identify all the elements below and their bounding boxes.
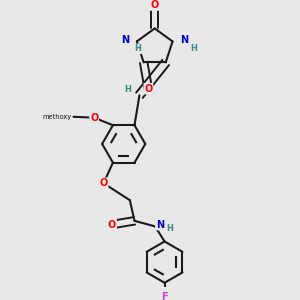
Text: H: H <box>167 224 174 233</box>
Text: H: H <box>190 44 196 53</box>
Text: N: N <box>156 220 164 230</box>
Text: O: O <box>99 178 108 188</box>
Text: N: N <box>122 34 130 45</box>
Text: H: H <box>124 85 131 94</box>
Text: H: H <box>134 44 141 53</box>
Text: O: O <box>144 84 152 94</box>
Text: O: O <box>90 113 98 123</box>
Text: methoxy: methoxy <box>43 114 72 120</box>
Text: O: O <box>108 220 116 230</box>
Text: O: O <box>151 0 159 10</box>
Text: N: N <box>180 34 188 45</box>
Text: F: F <box>161 292 168 300</box>
